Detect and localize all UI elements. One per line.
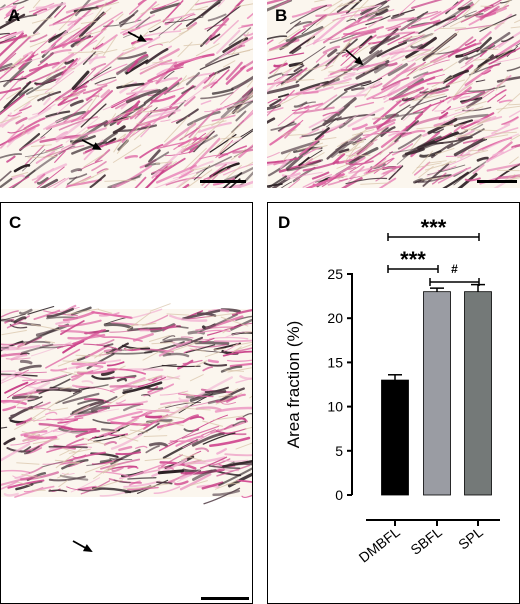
scale-bar bbox=[201, 597, 249, 600]
y-tick-label: 20 bbox=[327, 310, 343, 326]
y-tick-label: 0 bbox=[335, 487, 343, 503]
arrow-marker bbox=[127, 31, 147, 42]
arrow-marker bbox=[345, 49, 364, 66]
y-tick-label: 25 bbox=[327, 266, 343, 282]
scale-bar bbox=[477, 180, 517, 183]
fiber-texture bbox=[1, 303, 252, 505]
panel-c: C bbox=[0, 202, 253, 604]
bar-dmbfl bbox=[381, 379, 409, 496]
arrow-marker bbox=[72, 540, 93, 552]
significance-label: *** bbox=[421, 215, 447, 240]
x-tick-label: SBFL bbox=[407, 524, 445, 558]
micrograph-a bbox=[0, 0, 253, 188]
y-tick-label: 10 bbox=[327, 399, 343, 415]
y-tick-label: 15 bbox=[327, 354, 343, 370]
panel-a: A bbox=[0, 0, 253, 188]
significance-label: *** bbox=[400, 247, 426, 272]
bar-spl bbox=[464, 291, 492, 496]
panel-label-c: C bbox=[9, 213, 22, 232]
x-tick-label: SPL bbox=[455, 524, 486, 553]
significance-bracket bbox=[387, 233, 480, 241]
scale-bar bbox=[200, 180, 246, 183]
bar-sbfl bbox=[423, 291, 451, 496]
micrograph-b bbox=[267, 0, 520, 188]
panel-label-d: D bbox=[278, 213, 291, 232]
fiber-texture bbox=[0, 0, 253, 188]
panel-b: B bbox=[267, 0, 520, 188]
x-tick-label: DMBFL bbox=[356, 524, 403, 566]
bar-chart: 0 5 10 15 20 25 Area fraction (%) DMBFL SBFL SPL *… bbox=[284, 215, 500, 566]
panel-d: 0 5 10 15 20 25 Area fraction (%) DMBFL SBFL SPL *… bbox=[267, 202, 520, 604]
arrow-marker bbox=[81, 139, 102, 150]
y-axis-label: Area fraction (%) bbox=[284, 321, 303, 449]
significance-bracket bbox=[429, 278, 480, 286]
panel-label-a: A bbox=[8, 6, 21, 25]
micrograph-c bbox=[1, 303, 252, 600]
significance-bracket bbox=[387, 265, 439, 273]
y-tick-label: 5 bbox=[335, 443, 343, 459]
significance-label: # bbox=[451, 262, 458, 276]
panel-label-b: B bbox=[275, 6, 288, 25]
fiber-texture bbox=[267, 0, 520, 188]
